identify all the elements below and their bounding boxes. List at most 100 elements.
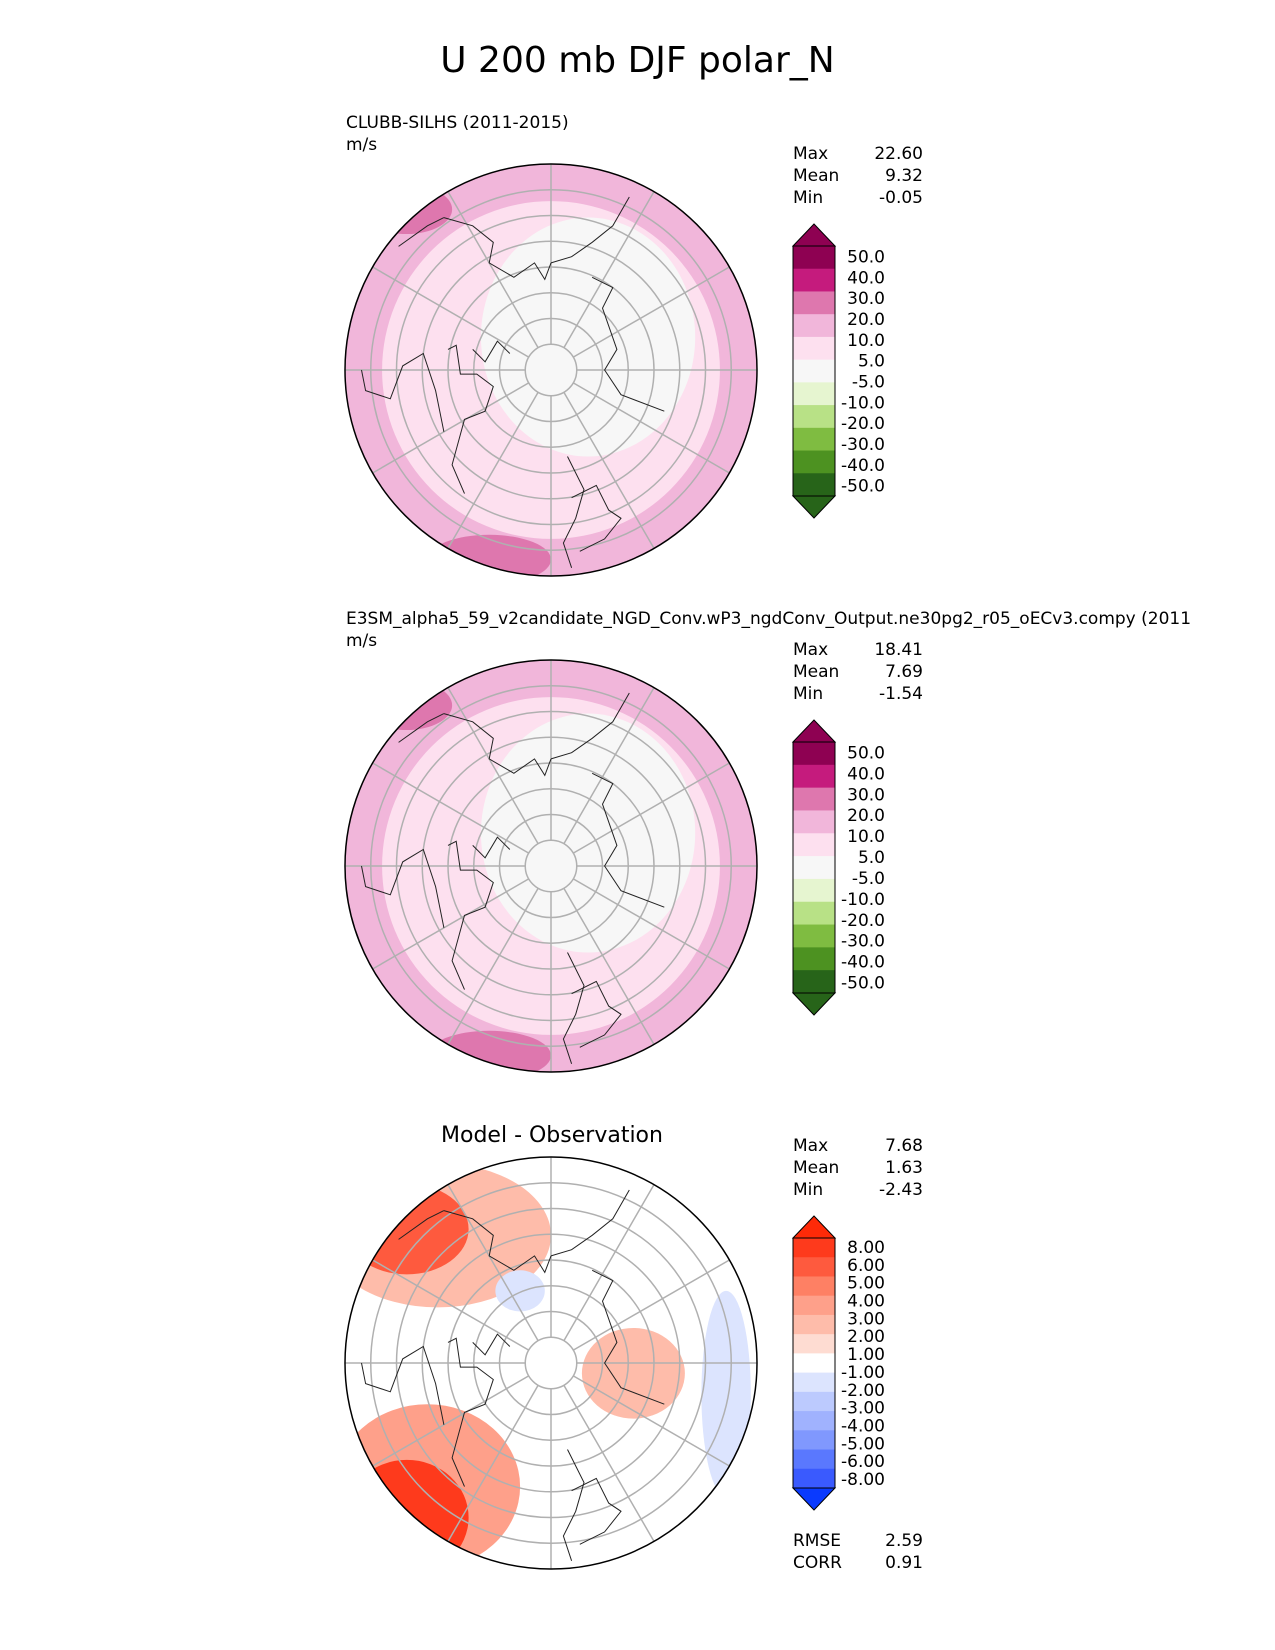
panel2-stat-mean: Mean 7.69 bbox=[793, 662, 923, 684]
stat-label: Min bbox=[793, 188, 824, 208]
colorbar-segment bbox=[793, 1334, 835, 1354]
coastline bbox=[472, 340, 511, 363]
field-band bbox=[701, 1290, 751, 1497]
meridian-line bbox=[563, 687, 655, 845]
panel1-stat-min: Min -0.05 bbox=[793, 188, 923, 210]
stat-label: Mean bbox=[793, 1158, 840, 1178]
colorbar-tick-label: -20.0 bbox=[841, 911, 885, 931]
meridian-line bbox=[447, 391, 539, 549]
colorbar-segment bbox=[793, 427, 835, 452]
meridian-line bbox=[372, 266, 530, 358]
colorbar-segment bbox=[793, 947, 835, 971]
coastline bbox=[472, 836, 511, 859]
colorbar-tick-label: 30.0 bbox=[847, 785, 885, 805]
stat-value: 2.59 bbox=[885, 1531, 923, 1551]
colorbar-tick-label: -40.0 bbox=[841, 456, 885, 476]
stat-label: Min bbox=[793, 684, 824, 704]
panel3-stat-mean: Mean 1.63 bbox=[793, 1158, 923, 1180]
map-boundary bbox=[344, 659, 758, 1073]
panel2-stat-max: Max 18.41 bbox=[793, 640, 923, 662]
coastline bbox=[361, 848, 445, 928]
colorbar-tick-label: 6.00 bbox=[847, 1256, 885, 1276]
colorbar-tick-label: -6.00 bbox=[841, 1452, 885, 1472]
colorbar-segment bbox=[793, 1238, 835, 1258]
meridian-line bbox=[563, 1384, 655, 1542]
field-band bbox=[495, 1270, 545, 1312]
colorbar-segment bbox=[793, 450, 835, 474]
coastline bbox=[550, 692, 630, 760]
colorbar-segment bbox=[793, 359, 835, 383]
coastline bbox=[562, 952, 585, 1064]
map-boundary bbox=[344, 163, 758, 577]
panel3-stat-corr: CORR 0.91 bbox=[793, 1553, 923, 1575]
colorbar-segment bbox=[793, 1430, 835, 1451]
panel2-units: m/s bbox=[346, 631, 378, 651]
field-band bbox=[345, 1459, 469, 1569]
stat-value: 7.68 bbox=[885, 1136, 923, 1156]
colorbar-tick-label: -30.0 bbox=[841, 435, 885, 455]
stat-label: RMSE bbox=[793, 1531, 842, 1551]
panel3-stat-rmse: RMSE 2.59 bbox=[793, 1531, 923, 1553]
colorbar-tick-label: -40.0 bbox=[841, 953, 885, 973]
map-panel-3 bbox=[344, 1156, 758, 1570]
stat-label: Max bbox=[793, 144, 829, 164]
colorbar-tick-label: 5.0 bbox=[858, 848, 885, 868]
colorbar-segment bbox=[793, 336, 835, 361]
coastline bbox=[472, 1333, 511, 1356]
colorbar-segment bbox=[793, 405, 835, 429]
panel3-title: Model - Observation bbox=[441, 1123, 663, 1148]
stat-label: Max bbox=[793, 640, 829, 660]
colorbar-tick-label: -3.00 bbox=[841, 1399, 885, 1419]
meridian-line bbox=[447, 1184, 539, 1342]
map-field bbox=[345, 660, 757, 1072]
map-boundary bbox=[344, 1156, 758, 1570]
field-band bbox=[427, 1030, 552, 1072]
colorbar-tick-label: -1.00 bbox=[841, 1363, 885, 1383]
stat-label: Max bbox=[793, 1136, 829, 1156]
colorbar-tick-label: 20.0 bbox=[847, 310, 885, 330]
colorbar-segment bbox=[793, 1449, 835, 1470]
colorbar-segment bbox=[793, 291, 835, 315]
colorbar-outline bbox=[792, 741, 836, 994]
stat-value: 22.60 bbox=[874, 144, 923, 164]
coastline bbox=[591, 772, 665, 908]
panel1-stat-max: Max 22.60 bbox=[793, 144, 923, 166]
meridian-line bbox=[372, 762, 530, 854]
colorbar-tick-label: -5.00 bbox=[841, 1434, 885, 1454]
colorbar-extend-max bbox=[791, 223, 837, 247]
panel3-extra-stats: RMSE 2.59 CORR 0.91 bbox=[793, 1531, 923, 1575]
colorbar-tick-label: -2.00 bbox=[841, 1381, 885, 1401]
colorbar-segment bbox=[793, 1295, 835, 1316]
colorbar-tick-label: -4.00 bbox=[841, 1417, 885, 1437]
colorbar-tick-label: 30.0 bbox=[847, 289, 885, 309]
meridian-line bbox=[447, 1384, 539, 1542]
colorbar-segment bbox=[793, 246, 835, 270]
meridian-line bbox=[372, 878, 530, 970]
colorbar-tick-label: -20.0 bbox=[841, 414, 885, 434]
colorbar-tick-label: -10.0 bbox=[841, 393, 885, 413]
meridian-line bbox=[372, 1259, 530, 1351]
colorbar-segment bbox=[793, 810, 835, 834]
colorbar-segment bbox=[793, 970, 835, 994]
colorbar-tick-label: 2.00 bbox=[847, 1327, 885, 1347]
colorbar-tick-label: 3.00 bbox=[847, 1309, 885, 1329]
stat-label: CORR bbox=[793, 1553, 842, 1573]
coastline bbox=[550, 1189, 630, 1257]
panel2-stat-min: Min -1.54 bbox=[793, 684, 923, 706]
stat-value: 0.91 bbox=[885, 1553, 923, 1573]
colorbar-tick-label: 20.0 bbox=[847, 806, 885, 826]
colorbar-segment bbox=[793, 901, 835, 926]
colorbar-segment bbox=[793, 1276, 835, 1297]
colorbar-segment bbox=[793, 314, 835, 338]
coastline bbox=[443, 217, 552, 281]
meridian-line bbox=[447, 191, 539, 349]
colorbar-tick-label: 50.0 bbox=[847, 247, 885, 267]
colorbar-tick-label: 10.0 bbox=[847, 827, 885, 847]
stat-value: 1.63 bbox=[885, 1158, 923, 1178]
coastline bbox=[447, 344, 494, 494]
colorbar-tick-label: 5.00 bbox=[847, 1274, 885, 1294]
colorbar-tick-label: -5.0 bbox=[852, 372, 885, 392]
colorbar-tick-label: 5.0 bbox=[858, 352, 885, 372]
panel2-stats: Max 18.41 Mean 7.69 Min -1.54 bbox=[793, 640, 923, 706]
meridian-line bbox=[572, 762, 730, 854]
